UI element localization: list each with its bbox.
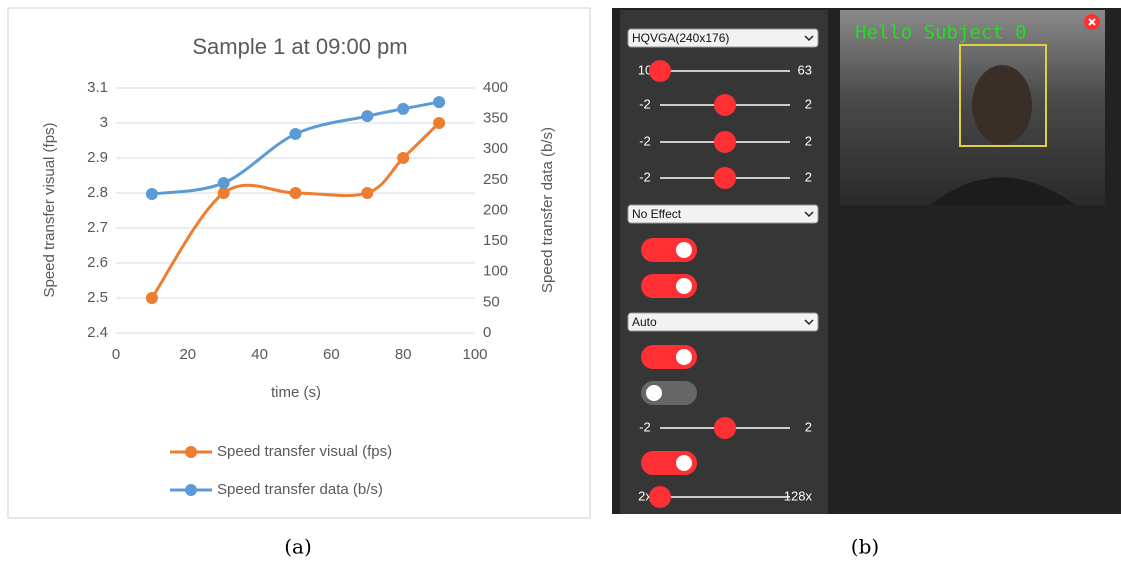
point <box>289 187 302 199</box>
y2-axis-label: Speed transfer data (b/s) <box>539 127 556 293</box>
dropdown[interactable] <box>627 28 819 48</box>
slider-min-label: -2 <box>639 169 651 184</box>
slider-max-label: 128x <box>784 488 813 503</box>
y-tick-label: 3 <box>100 114 108 131</box>
overlay-text: Hello Subject 0 <box>855 22 1027 44</box>
point <box>217 187 230 199</box>
toggle-knob <box>676 278 692 294</box>
slider-min-label: -2 <box>639 133 651 148</box>
slider-max-label: 2 <box>805 419 812 434</box>
point <box>397 152 410 164</box>
dropdown-arrow <box>804 319 814 326</box>
point <box>361 110 374 123</box>
face-box <box>959 44 1047 147</box>
legend-marker <box>185 446 197 458</box>
x-tick-label: 80 <box>395 346 412 363</box>
point <box>361 187 374 199</box>
y2-tick-label: 200 <box>483 201 508 218</box>
close-icon <box>1088 18 1096 26</box>
slider-min-label: -2 <box>639 96 651 111</box>
dropdown[interactable] <box>627 312 819 332</box>
slider-min-label: 10 <box>638 62 652 77</box>
slider-max-label: 2 <box>805 169 812 184</box>
y2-tick-label: 400 <box>483 79 508 96</box>
toggle-knob <box>676 349 692 365</box>
y-tick-label: 2.7 <box>87 219 108 236</box>
slider-thumb[interactable] <box>649 486 671 508</box>
y-tick-label: 2.4 <box>87 324 108 341</box>
dropdown-label: No Effect <box>632 207 682 221</box>
toggle-knob <box>676 455 692 471</box>
body <box>930 177 1075 205</box>
x-tick-label: 40 <box>251 346 268 363</box>
y2-tick-label: 350 <box>483 110 508 127</box>
legend-marker <box>185 484 197 496</box>
y2-tick-label: 0 <box>483 324 491 341</box>
slider-thumb[interactable] <box>714 94 736 116</box>
y2-tick-label: 50 <box>483 293 500 310</box>
point <box>433 96 446 109</box>
slider-min-label: 2x <box>638 488 652 503</box>
y-tick-label: 2.8 <box>87 184 108 201</box>
slider-thumb[interactable] <box>714 167 736 189</box>
slider-thumb[interactable] <box>714 131 736 153</box>
toggle-knob <box>646 385 662 401</box>
point <box>397 102 410 115</box>
point <box>217 176 230 189</box>
y2-tick-label: 100 <box>483 263 508 280</box>
point <box>145 292 158 304</box>
point <box>145 187 158 200</box>
legend-label: Speed transfer visual (fps) <box>217 443 392 460</box>
caption: (b) <box>851 535 879 559</box>
x-tick-label: 100 <box>462 346 487 363</box>
point <box>433 117 446 129</box>
y-tick-label: 2.6 <box>87 254 108 271</box>
dropdown-arrow <box>804 211 814 218</box>
slider-min-label: -2 <box>639 419 651 434</box>
y2-tick-label: 150 <box>483 232 508 249</box>
x-tick-label: 20 <box>179 346 196 363</box>
slider-max-label: 2 <box>805 133 812 148</box>
x-tick-label: 60 <box>323 346 340 363</box>
y-tick-label: 3.1 <box>87 79 108 96</box>
y-axis-label: Speed transfer visual (fps) <box>41 122 58 297</box>
slider-thumb[interactable] <box>714 417 736 439</box>
dropdown-label: HQVGA(240x176) <box>632 31 729 45</box>
slider-max-label: 2 <box>805 96 812 111</box>
caption: (a) <box>284 535 312 559</box>
toggle-knob <box>676 242 692 258</box>
y-tick-label: 2.9 <box>87 149 108 166</box>
dropdown-arrow <box>804 35 814 42</box>
slider-thumb[interactable] <box>649 60 671 82</box>
y2-tick-label: 300 <box>483 140 508 157</box>
y2-tick-label: 250 <box>483 171 508 188</box>
chart-title: Sample 1 at 09:00 pm <box>192 34 407 59</box>
legend-label: Speed transfer data (b/s) <box>217 481 383 498</box>
dropdown[interactable] <box>627 204 819 224</box>
y-tick-label: 2.5 <box>87 289 108 306</box>
face <box>972 65 1032 145</box>
dropdown-label: Auto <box>632 315 657 329</box>
point <box>289 127 302 140</box>
x-tick-label: 0 <box>112 346 120 363</box>
slider-max-label: 63 <box>798 62 812 77</box>
x-axis-label: time (s) <box>271 384 321 401</box>
